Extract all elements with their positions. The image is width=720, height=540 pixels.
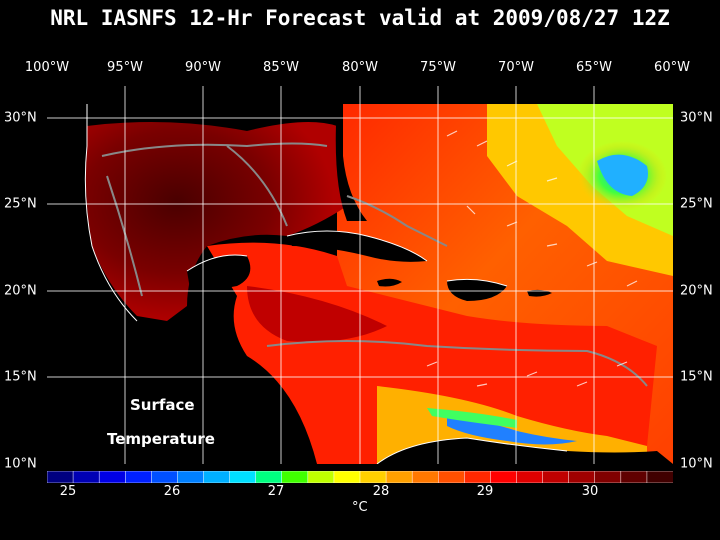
colorbar-swatch — [646, 471, 673, 483]
colorbar-tick: 26 — [163, 484, 181, 499]
lon-label: 60°W — [654, 60, 690, 75]
colorbar-swatch — [411, 471, 440, 483]
colorbar-swatch — [594, 471, 622, 483]
colorbar-swatch — [151, 471, 179, 483]
colorbar-unit: °C — [352, 500, 368, 515]
lat-label-right: 25°N — [680, 196, 713, 212]
lon-label: 70°W — [498, 60, 534, 75]
land-south-america — [377, 438, 673, 464]
colorbar-swatch — [385, 471, 413, 483]
lon-label: 100°W — [24, 60, 70, 75]
lon-label: 75°W — [420, 60, 456, 75]
lat-label-right: 30°N — [680, 110, 713, 126]
land-jamaica — [377, 278, 402, 287]
colorbar-swatch — [229, 471, 257, 483]
lat-label-left: 15°N — [4, 369, 37, 385]
colorbar-swatch — [307, 471, 335, 483]
lat-label-right: 15°N — [680, 369, 713, 385]
overlay-label-line1: Surface — [130, 396, 195, 414]
land-cuba — [287, 231, 427, 262]
map-title: NRL IASNFS 12-Hr Forecast valid at 2009/… — [50, 6, 670, 30]
colorbar-swatch — [568, 471, 596, 483]
lat-label-left: 10°N — [4, 456, 37, 472]
lat-label-left: 30°N — [4, 110, 37, 126]
lon-label: 85°W — [263, 60, 299, 75]
caribbean-sea — [207, 242, 657, 464]
land-hispaniola — [447, 279, 507, 301]
lon-label: 95°W — [107, 60, 143, 75]
overlay-label-line2: Temperature — [107, 430, 215, 448]
upwelling-green — [427, 408, 517, 428]
cold-core — [597, 154, 648, 196]
colorbar-swatch — [464, 471, 492, 483]
colorbar-swatch — [438, 471, 466, 483]
caribbean-contour — [266, 340, 648, 387]
colorbar-tick: 28 — [372, 484, 390, 499]
colorbar — [47, 471, 673, 483]
colorbar-swatch — [490, 471, 518, 483]
caribbean-dark — [247, 286, 387, 342]
lat-label-left: 25°N — [4, 196, 37, 212]
colorbar-swatch — [333, 471, 361, 483]
lat-label-right: 10°N — [680, 456, 713, 472]
colorbar-swatch — [98, 471, 126, 483]
colorbar-swatch — [281, 471, 309, 483]
colorbar-swatch — [516, 471, 544, 483]
lon-label: 90°W — [185, 60, 221, 75]
colorbar-swatch — [255, 471, 283, 483]
graticule — [47, 86, 673, 464]
coastline — [84, 104, 568, 464]
colorbar-swatch — [359, 471, 387, 483]
colorbar-swatch — [620, 471, 648, 483]
lat-label-left: 20°N — [4, 283, 37, 299]
sst-map — [47, 86, 673, 464]
lon-label: 80°W — [342, 60, 378, 75]
land-mexico — [47, 146, 170, 346]
gulf-contour — [101, 142, 328, 297]
colorbar-swatch — [177, 471, 205, 483]
land-puerto-rico — [527, 289, 552, 297]
land-central-america — [47, 336, 317, 464]
colorbar-tick: 25 — [59, 484, 77, 499]
lat-label-right: 20°N — [680, 283, 713, 299]
current-vectors — [426, 130, 638, 387]
colorbar-swatch — [542, 471, 570, 483]
lon-label: 65°W — [576, 60, 612, 75]
colorbar-swatch — [72, 471, 100, 483]
colorbar-tick: 30 — [581, 484, 599, 499]
colorbar-swatch — [203, 471, 231, 483]
gulf-of-mexico — [85, 122, 348, 321]
colorbar-tick: 29 — [476, 484, 494, 499]
colorbar-tick: 27 — [267, 484, 285, 499]
bahamas-contour — [346, 195, 448, 247]
colorbar-swatch — [47, 471, 74, 483]
land-florida — [335, 104, 367, 221]
colorbar-swatch — [125, 471, 153, 483]
